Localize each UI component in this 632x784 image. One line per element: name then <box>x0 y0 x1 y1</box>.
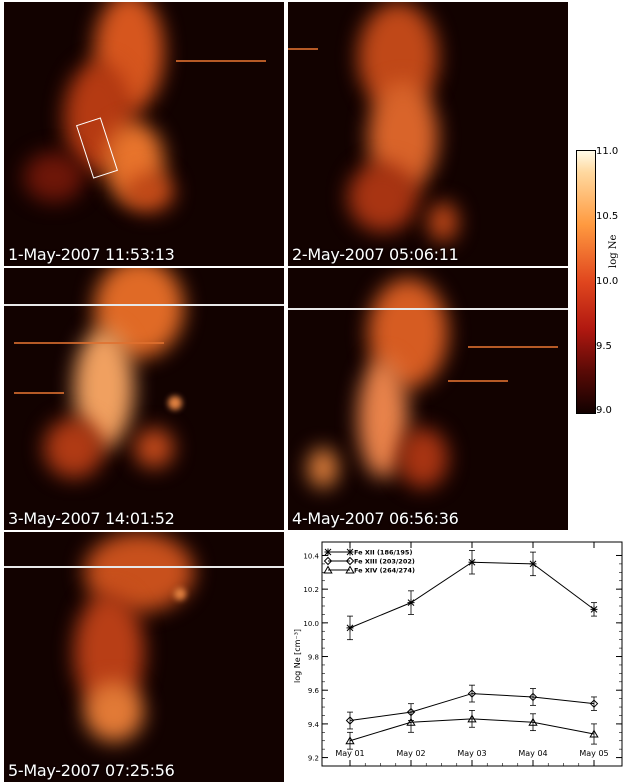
data-point-diamond <box>589 699 599 708</box>
x-tick-label: May 04 <box>518 749 547 758</box>
x-tick-label: May 01 <box>335 749 364 758</box>
density-map-panel-4: 4-May-2007 06:56:36 <box>288 268 568 530</box>
data-point-triangle <box>528 717 538 726</box>
density-map-panel-2: 2-May-2007 05:06:11 <box>288 2 568 266</box>
colorbar-tick: 9.5 <box>596 341 612 352</box>
data-point-diamond <box>345 556 355 566</box>
colorbar-label: log Ne <box>608 234 619 268</box>
y-tick-label: 9.6 <box>308 687 320 695</box>
data-point-triangle <box>345 736 355 745</box>
colorbar-tick: 11.0 <box>596 146 619 157</box>
y-tick-label: 10.4 <box>303 552 319 560</box>
data-point-diamond <box>467 689 477 698</box>
y-tick-label: 10.2 <box>303 586 319 594</box>
data-point-asterisk <box>407 599 415 607</box>
panel-timestamp: 1-May-2007 11:53:13 <box>8 245 175 264</box>
data-point-diamond <box>345 716 355 725</box>
series-diamond <box>345 684 599 730</box>
series-triangle <box>345 710 599 750</box>
legend-entry: Fe XII (186/195) <box>354 549 412 557</box>
legend-entry: Fe XIII (203/202) <box>354 558 415 566</box>
x-tick-label: May 03 <box>457 749 486 758</box>
colorbar-tick: 10.5 <box>596 211 619 222</box>
data-point-diamond <box>323 556 333 566</box>
x-tick-label: May 05 <box>579 749 608 758</box>
density-map-panel-5: 5-May-2007 07:25:56 <box>4 532 284 782</box>
density-map-panel-3: 3-May-2007 14:01:52 <box>4 268 284 530</box>
colorbar <box>576 150 596 414</box>
y-tick-label: 10.0 <box>303 620 319 628</box>
data-point-diamond <box>528 692 538 702</box>
x-tick-label: May 02 <box>396 749 425 758</box>
density-line-chart: 9.2 9.4 9.6 9.8 10.0 10.2 10.4 May 01 May 02 May … <box>293 541 623 767</box>
panel-timestamp: 3-May-2007 14:01:52 <box>8 509 175 528</box>
data-point-asterisk <box>468 558 476 566</box>
y-tick-label: 9.2 <box>308 755 319 763</box>
panel-timestamp: 5-May-2007 07:25:56 <box>8 761 175 780</box>
y-tick-label: 9.4 <box>308 721 320 729</box>
data-point-asterisk <box>590 605 598 613</box>
series-asterisk <box>346 550 598 641</box>
data-point-triangle <box>323 565 333 574</box>
data-point-triangle <box>589 729 599 738</box>
panel-timestamp: 4-May-2007 06:56:36 <box>292 509 459 528</box>
data-point-asterisk <box>346 624 354 632</box>
legend-entry: Fe XIV (264/274) <box>354 567 415 575</box>
colorbar-tick: 10.0 <box>596 276 619 287</box>
data-point-triangle <box>467 714 477 723</box>
panel-timestamp: 2-May-2007 05:06:11 <box>292 245 459 264</box>
data-point-triangle <box>345 565 355 574</box>
data-point-asterisk <box>324 548 332 556</box>
density-map-panel-1: 1-May-2007 11:53:13 <box>4 2 284 266</box>
data-point-asterisk <box>529 560 537 568</box>
data-point-triangle <box>406 717 416 726</box>
y-tick-label: 9.8 <box>308 654 319 662</box>
plot-frame <box>321 541 623 767</box>
y-axis-label: log Ne [cm⁻³] <box>293 629 302 683</box>
colorbar-tick: 9.0 <box>596 405 612 416</box>
data-point-asterisk <box>346 548 354 556</box>
